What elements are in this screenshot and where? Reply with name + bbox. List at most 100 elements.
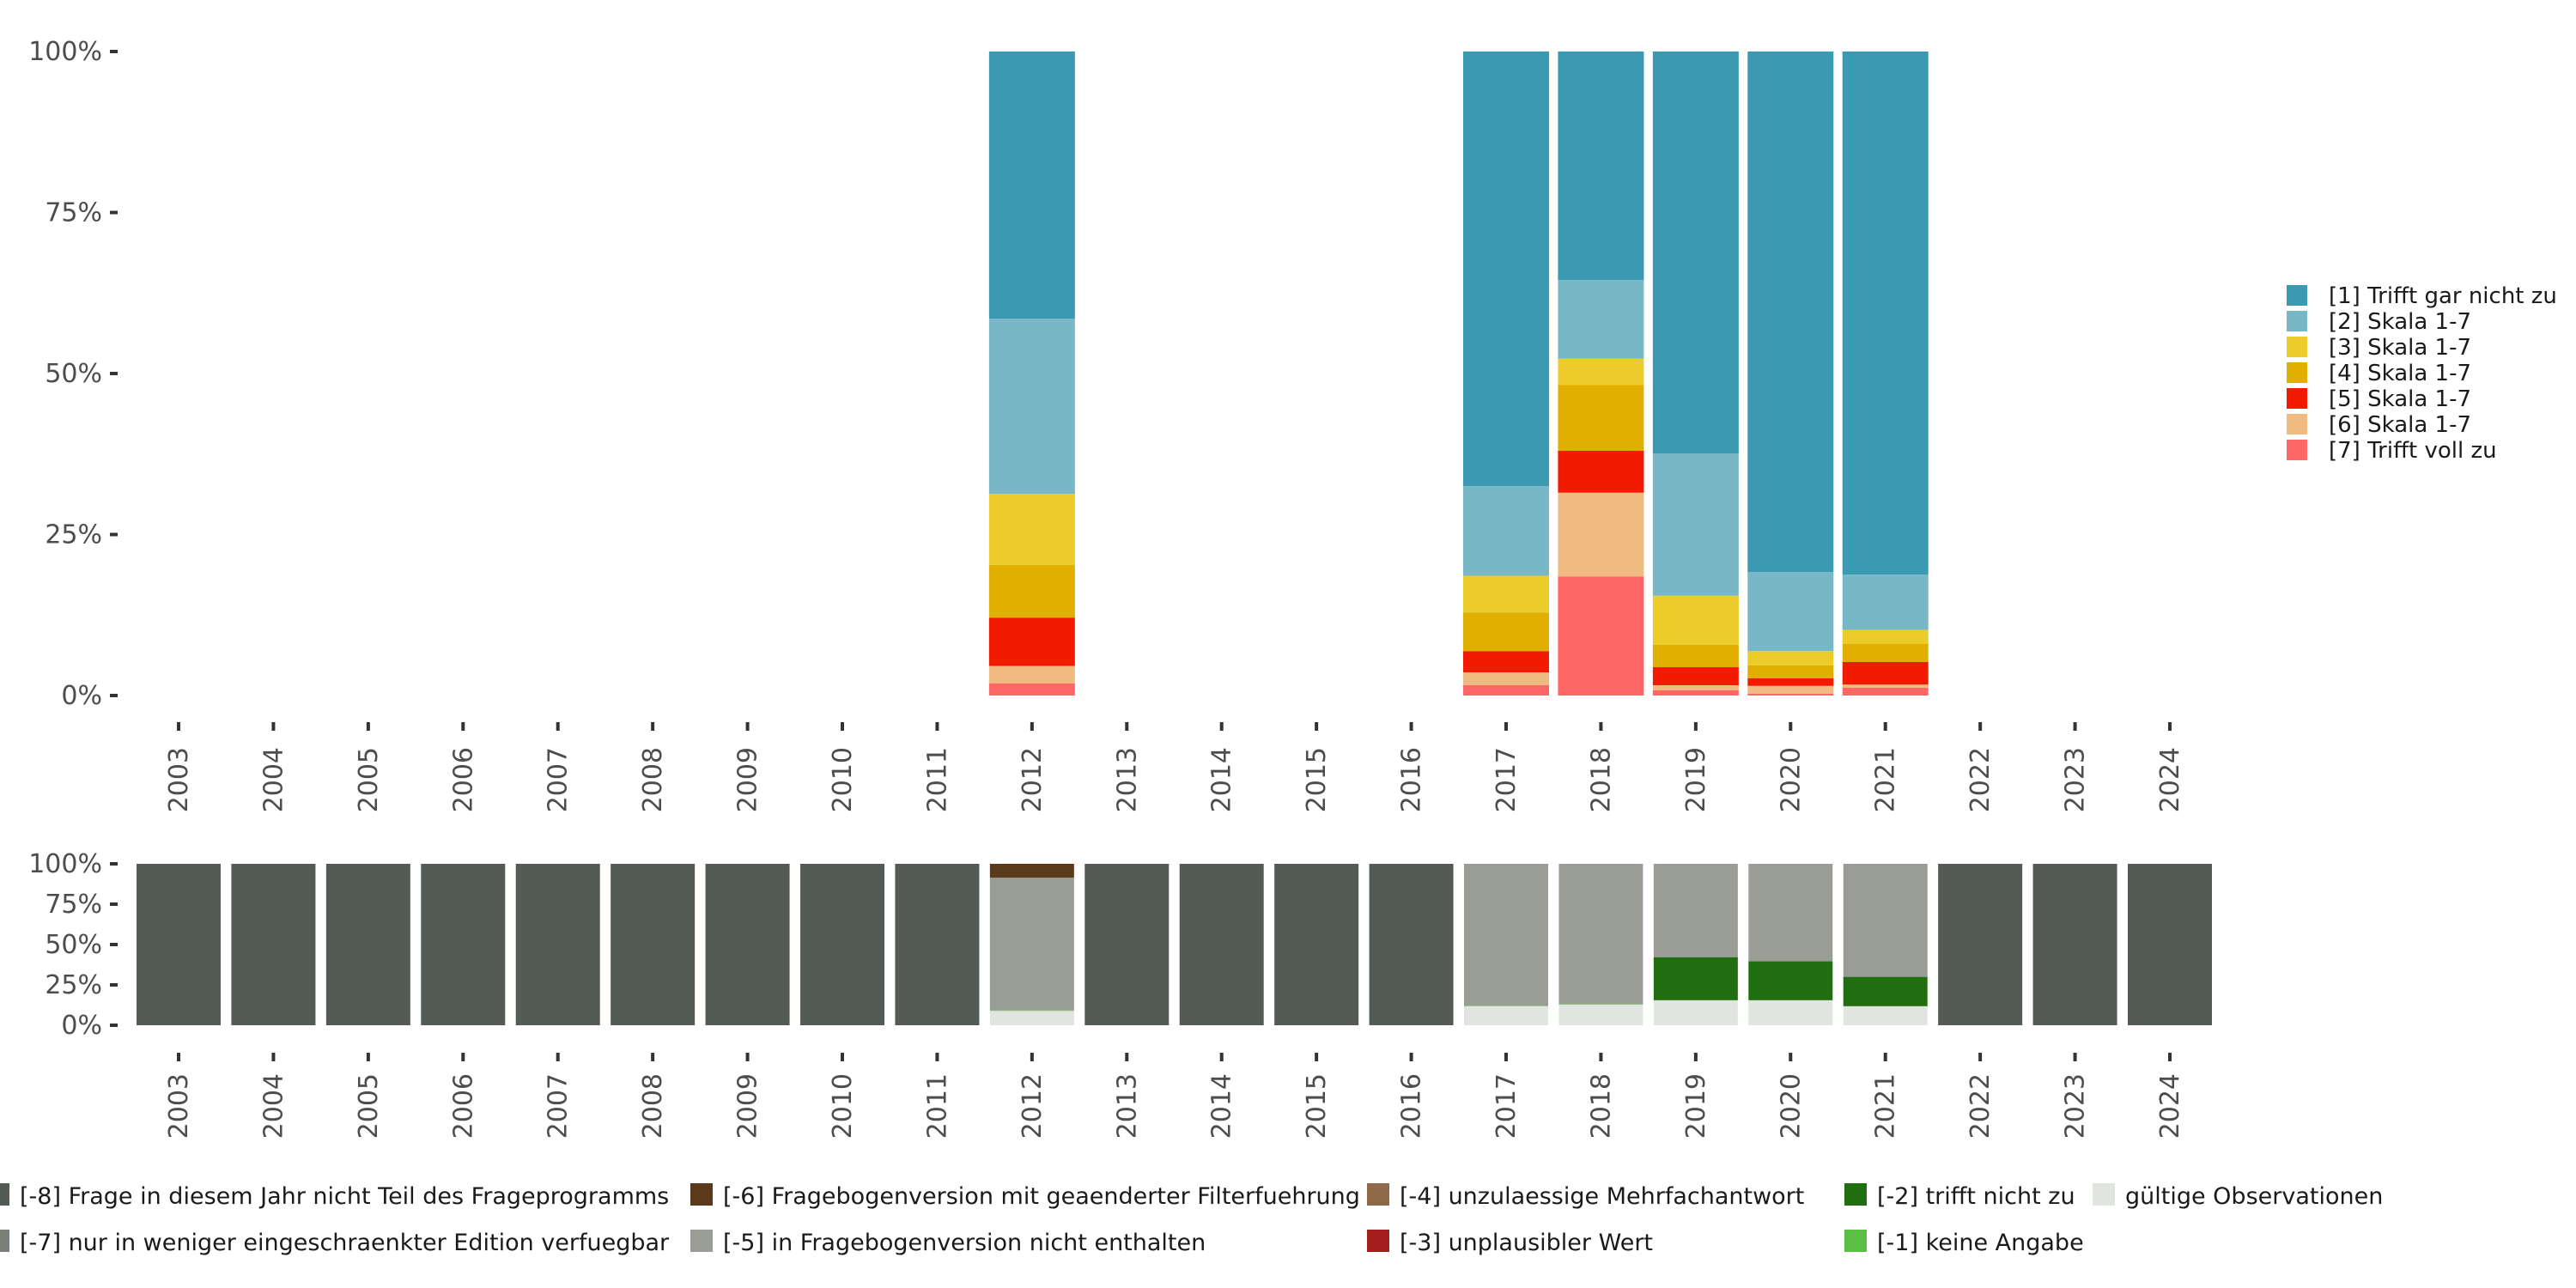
- legend-label: [-2] trifft nicht zu: [1877, 1183, 2075, 1210]
- y-tick-label: 50%: [45, 359, 102, 389]
- y-tick-label: 0%: [61, 1011, 102, 1041]
- bar-segment-2020-4: [1747, 651, 1834, 665]
- legend-swatch: [0, 1230, 9, 1252]
- bar-segment-2019-0: [1653, 999, 1738, 1025]
- x-tick-label: 2019: [1681, 1073, 1711, 1139]
- bar-segment-2019-5: [1653, 864, 1738, 957]
- legend-swatch: [2287, 337, 2307, 357]
- x-tick-label: 2005: [354, 747, 384, 812]
- x-tick-label: 2010: [828, 747, 858, 812]
- bar-segment-2017-4: [1463, 575, 1549, 613]
- x-tick-label: 2017: [1492, 747, 1522, 812]
- legend-swatch: [2287, 414, 2307, 434]
- bar-segment-2020-5: [1747, 572, 1834, 652]
- x-tick-label: 2004: [258, 1073, 289, 1139]
- x-tick-label: 2022: [1965, 1073, 1996, 1139]
- bar-segment-2012-5: [988, 319, 1075, 495]
- legend-label: [5] Skala 1-7: [2329, 386, 2471, 412]
- y-tick-label: 25%: [45, 970, 102, 1000]
- legend-swatch: [2287, 285, 2307, 306]
- x-tick-label: 2015: [1302, 1073, 1332, 1139]
- bar-segment-2015-8: [1274, 864, 1359, 1025]
- legend-swatch: [2093, 1183, 2115, 1206]
- bar-segment-2013-8: [1084, 864, 1170, 1025]
- legend-swatch: [2287, 311, 2307, 331]
- x-tick-label: 2013: [1112, 1073, 1142, 1139]
- legend-label: [-7] nur in weniger eingeschraenkter Edi…: [20, 1230, 670, 1256]
- legend-swatch: [2287, 388, 2307, 409]
- bar-segment-2018-1: [1558, 492, 1644, 577]
- bar-segment-2021-0: [1843, 1005, 1928, 1025]
- bar-segment-2018-3: [1558, 385, 1644, 451]
- x-tick-label: 2007: [544, 1073, 574, 1139]
- bar-segment-2018-5: [1558, 864, 1643, 1005]
- x-tick-label: 2020: [1776, 1073, 1806, 1139]
- bar-segment-2012-1: [988, 665, 1075, 683]
- x-tick-label: 2020: [1776, 747, 1806, 812]
- legend-label: [-4] unzulaessige Mehrfachantwort: [1400, 1183, 1804, 1210]
- x-tick-label: 2014: [1207, 747, 1237, 812]
- bar-segment-2018-4: [1558, 358, 1644, 386]
- x-tick-label: 2024: [2155, 747, 2185, 812]
- bar-segment-2020-5: [1748, 864, 1833, 962]
- bar-segment-2020-2: [1748, 961, 1833, 1000]
- x-tick-label: 2017: [1492, 1073, 1522, 1139]
- bar-segment-2020-0: [1747, 693, 1834, 696]
- bottom-plot: 0% 25% 50% 75% 100% 2003 2004 2005 2006 2007 2008 2…: [28, 849, 2212, 1139]
- legend-label: [-5] in Fragebogenversion nicht enthalte…: [723, 1230, 1206, 1256]
- bar-segment-2017-1: [1464, 1005, 1548, 1006]
- x-tick-label: 2014: [1207, 1073, 1237, 1139]
- bar-segment-2004-8: [231, 864, 316, 1025]
- bar-segment-2017-1: [1463, 672, 1549, 685]
- bar-segment-2008-8: [611, 864, 696, 1025]
- bar-segment-2012-2: [988, 617, 1075, 666]
- bar-segment-2020-6: [1747, 52, 1834, 572]
- x-tick-label: 2019: [1681, 747, 1711, 812]
- bar-segment-2012-0: [988, 683, 1075, 696]
- x-tick-label: 2007: [544, 747, 574, 812]
- bar-segment-2012-6: [989, 864, 1074, 878]
- bar-segment-2018-2: [1558, 451, 1644, 493]
- bar-segment-2018-0: [1558, 1004, 1643, 1025]
- bar-segment-2020-3: [1747, 665, 1834, 678]
- bar-segment-2003-8: [137, 864, 221, 1025]
- legend-label: [-3] unplausibler Wert: [1400, 1230, 1653, 1256]
- bar-segment-2006-8: [421, 864, 506, 1025]
- bar-segment-2021-5: [1842, 574, 1929, 630]
- bar-segment-2012-5: [989, 878, 1074, 1011]
- bar-segment-2019-6: [1652, 52, 1739, 453]
- bar-segment-2019-2: [1652, 667, 1739, 685]
- bar-segment-2014-8: [1179, 864, 1264, 1025]
- bar-segment-2021-0: [1842, 688, 1929, 696]
- legend-label: [-8] Frage in diesem Jahr nicht Teil des…: [20, 1183, 669, 1210]
- top-plot: 0% 25% 50% 75% 100% 2003 2004 2005 2006 2007 2008 2…: [28, 37, 2185, 812]
- x-tick-label: 2003: [164, 747, 194, 812]
- legend-label: [3] Skala 1-7: [2329, 335, 2471, 361]
- bar-segment-2017-5: [1464, 864, 1548, 1006]
- bar-segment-2021-6: [1842, 52, 1929, 574]
- y-tick-label: 0%: [61, 681, 102, 711]
- bar-segment-2019-5: [1652, 453, 1739, 596]
- bar-segment-2021-3: [1842, 644, 1929, 662]
- bar-segment-2012-1: [989, 1010, 1074, 1012]
- bar-segment-2021-4: [1842, 629, 1929, 644]
- x-tick-label: 2021: [1871, 747, 1901, 812]
- bar-segment-2023-8: [2032, 864, 2117, 1025]
- x-tick-label: 2018: [1586, 1073, 1616, 1139]
- legend-swatch: [690, 1230, 713, 1252]
- x-tick-label: 2009: [733, 747, 763, 812]
- legend-swatch: [1367, 1230, 1389, 1252]
- bar-segment-2016-8: [1369, 864, 1454, 1025]
- bar-segment-2022-8: [1938, 864, 2023, 1025]
- legend-label: [2] Skala 1-7: [2329, 309, 2471, 335]
- bar-segment-2018-0: [1558, 576, 1644, 696]
- bar-segment-2019-1: [1652, 685, 1739, 690]
- x-tick-label: 2011: [922, 1073, 952, 1139]
- x-tick-label: 2024: [2155, 1073, 2185, 1139]
- x-tick-label: 2006: [448, 1073, 478, 1139]
- x-tick-label: 2008: [638, 747, 668, 812]
- x-tick-label: 2006: [448, 747, 478, 812]
- legend-label: [-6] Fragebogenversion mit geaenderter F…: [723, 1183, 1360, 1210]
- bar-segment-2012-3: [988, 564, 1075, 618]
